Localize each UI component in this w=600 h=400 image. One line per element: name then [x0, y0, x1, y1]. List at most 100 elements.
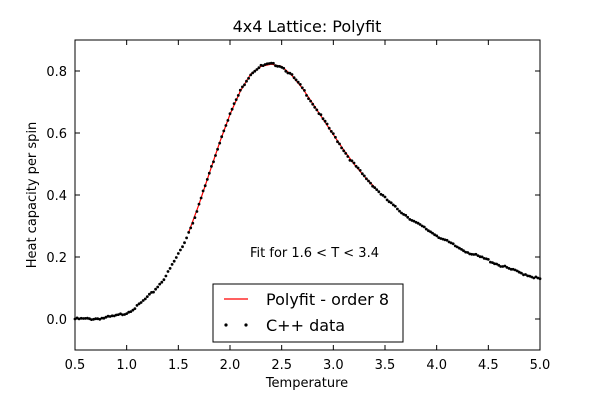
x-tick-label: 1.5 [168, 358, 189, 373]
data-point [464, 250, 467, 254]
data-point [195, 210, 199, 213]
data-point [536, 276, 540, 280]
data-point [207, 171, 211, 175]
fit-range-annotation: Fit for 1.6 < T < 3.4 [250, 246, 379, 261]
data-point [482, 257, 486, 260]
data-point [460, 248, 463, 251]
data-point [414, 220, 418, 224]
data-point [251, 71, 255, 75]
legend-dot-swatch [224, 323, 228, 327]
data-point [137, 302, 141, 306]
data-point [437, 236, 441, 240]
data-point [489, 260, 492, 264]
y-tick-label: 0.4 [46, 189, 67, 204]
data-point [476, 254, 480, 257]
data-point [238, 88, 242, 92]
data-point [86, 316, 89, 320]
data-point [183, 241, 186, 245]
data-point [365, 177, 368, 181]
data-point [391, 203, 395, 207]
data-point [480, 255, 484, 259]
data-point [125, 312, 129, 315]
data-point [127, 310, 131, 314]
y-tick-label: 0.6 [46, 127, 67, 142]
data-point [429, 230, 432, 234]
data-point [402, 213, 405, 216]
data-point [83, 317, 87, 320]
data-point [377, 190, 381, 194]
data-point [354, 164, 358, 168]
data-point [431, 231, 434, 235]
data-point [334, 135, 337, 139]
x-tick-label: 3.5 [375, 358, 396, 373]
data-point [298, 83, 302, 86]
data-point [241, 85, 244, 89]
data-point [315, 108, 319, 112]
data-point [462, 249, 465, 253]
data-point [210, 165, 213, 168]
data-point [172, 259, 176, 263]
data-point [290, 73, 294, 76]
data-point [193, 216, 197, 220]
data-point [131, 308, 135, 312]
data-point [249, 73, 253, 77]
data-point [323, 119, 327, 123]
data-point [313, 105, 317, 109]
data-point [321, 117, 325, 121]
data-point [338, 142, 341, 146]
data-point [474, 252, 478, 256]
x-tick-label: 2.0 [220, 358, 241, 373]
data-point [174, 256, 178, 259]
x-tick-label: 4.0 [426, 358, 447, 373]
data-point [263, 63, 267, 66]
data-point [507, 267, 511, 270]
data-point [162, 278, 166, 282]
data-point [203, 184, 207, 188]
x-axis-label: Temperature [265, 376, 348, 391]
data-point [451, 242, 455, 246]
legend-label-polyfit: Polyfit - order 8 [266, 290, 389, 309]
data-point [416, 221, 420, 225]
data-point [100, 316, 104, 320]
data-point [276, 64, 279, 68]
data-point [439, 237, 443, 240]
data-point [199, 196, 203, 200]
data-point [466, 251, 470, 254]
data-point [422, 225, 426, 229]
data-point [505, 266, 509, 269]
data-point [205, 178, 209, 181]
x-tick-label: 5.0 [530, 358, 551, 373]
data-point [427, 229, 430, 233]
data-point [530, 275, 534, 279]
data-point [104, 315, 108, 319]
data-point [176, 252, 180, 255]
data-point [362, 174, 366, 178]
data-point [224, 124, 228, 127]
legend-box [212, 283, 404, 343]
data-point [129, 310, 133, 313]
y-axis-label: Heat capacity per spin [25, 122, 40, 269]
data-point [191, 221, 195, 225]
data-point [187, 231, 191, 234]
data-point [160, 280, 164, 284]
data-point [325, 122, 329, 126]
data-point [189, 226, 193, 230]
data-point [133, 307, 137, 310]
x-tick-label: 1.0 [116, 358, 137, 373]
y-tick-label: 0.8 [46, 65, 67, 80]
data-point [230, 107, 234, 111]
data-point [408, 218, 412, 221]
data-point [284, 69, 288, 73]
data-point [292, 76, 296, 80]
data-point [532, 276, 536, 280]
y-tick-label: 0.0 [46, 313, 67, 328]
data-point [102, 316, 106, 320]
data-point [92, 317, 95, 321]
data-point [470, 252, 474, 256]
data-point [360, 172, 364, 176]
data-point [420, 224, 424, 228]
data-point [201, 189, 205, 193]
data-point [346, 155, 350, 158]
data-point [257, 66, 261, 70]
data-point [220, 135, 224, 139]
